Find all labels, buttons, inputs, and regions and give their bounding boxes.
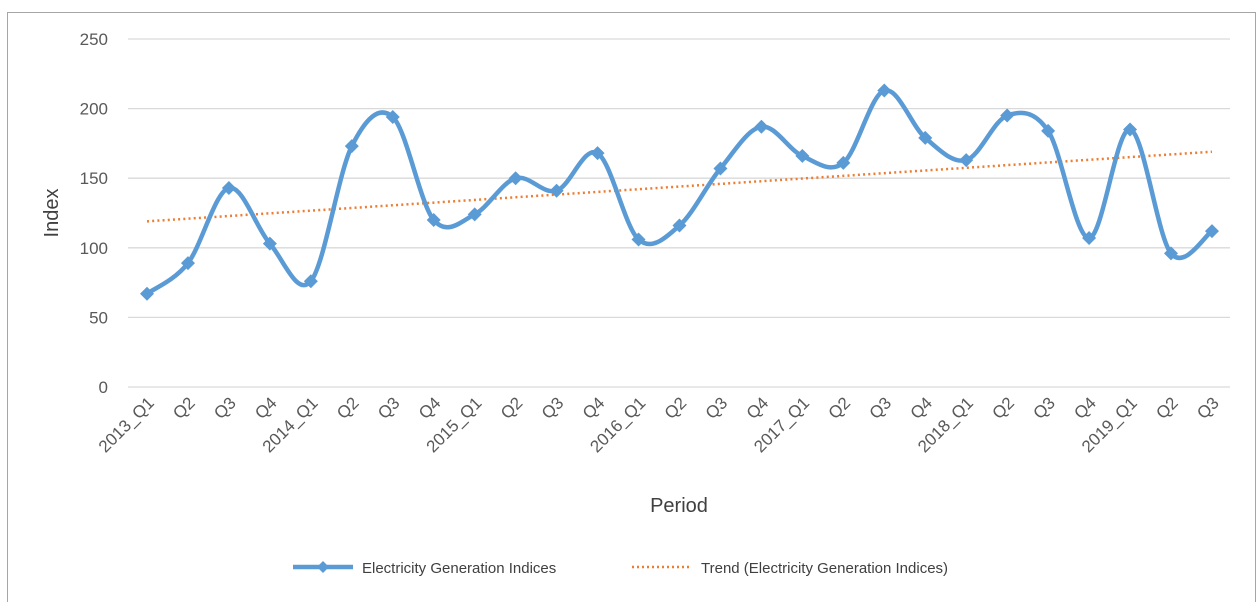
x-tick-label: Q2 [989,393,1018,422]
x-tick-label: Q3 [1193,393,1222,422]
x-tick-label: Q2 [497,393,526,422]
legend-item-trend: Trend (Electricity Generation Indices) [632,560,948,577]
data-point-marker [877,83,892,98]
legend-series-marker [317,561,329,573]
data-point-marker [1041,123,1056,138]
x-tick-label: Q4 [251,393,280,422]
legend-trend-label: Trend (Electricity Generation Indices) [701,560,948,577]
data-point-marker [549,183,564,198]
x-tick-label: Q2 [169,393,198,422]
data-point-marker [1000,108,1015,123]
chart-frame [7,12,1256,602]
x-tick-label: Q2 [1152,393,1181,422]
data-point-marker [713,161,728,176]
y-axis-ticks: 0 50 100 150 200 250 [80,30,108,397]
x-tick-label: Q3 [210,393,239,422]
gridlines [128,38,1230,388]
data-point-marker [180,256,195,271]
x-tick-label: Q2 [661,393,690,422]
x-tick-label: Q3 [538,393,567,422]
data-point-marker [221,180,236,195]
series-line [145,88,1214,296]
legend-item-series: Electricity Generation Indices [293,560,556,577]
data-point-marker [344,139,359,154]
data-point-marker [1204,224,1219,239]
data-point-marker [385,109,400,124]
y-tick-label: 200 [80,100,108,119]
x-tick-label: Q3 [374,393,403,422]
data-point-marker [918,130,933,145]
data-point-marker [631,232,646,247]
data-point-marker [467,207,482,222]
x-tick-label: Q3 [702,393,731,422]
data-point-marker [262,236,277,251]
data-point-marker [754,119,769,134]
series-layer [140,83,1219,301]
data-point-marker [508,171,523,186]
data-point-marker [1164,246,1178,261]
data-point-marker [426,212,441,227]
data-point-marker [959,153,974,168]
x-tick-label: Q4 [579,393,608,422]
y-axis-title: Index [41,189,63,238]
trend-line [146,150,1213,223]
y-tick-label: 0 [99,378,108,397]
x-tick-label: Q4 [1070,393,1099,422]
x-tick-label: Q3 [1029,393,1058,422]
x-tick-label: Q2 [333,393,362,422]
x-tick-label: Q2 [825,393,854,422]
x-axis-title: Period [650,495,708,517]
data-point-marker [836,155,851,170]
data-point-marker [1123,122,1138,137]
x-tick-label: 2013_Q1 [95,393,158,456]
data-point-marker [1082,231,1097,246]
data-point-marker [303,274,318,289]
x-tick-label: Q4 [743,393,772,422]
y-tick-label: 150 [80,169,108,188]
x-tick-label: Q3 [866,393,895,422]
y-tick-label: 250 [80,30,108,49]
x-tick-label: Q4 [415,393,444,422]
y-tick-label: 50 [89,308,108,327]
legend-series-label: Electricity Generation Indices [362,560,556,577]
x-tick-label: Q4 [907,393,936,422]
legend: Electricity Generation Indices Trend (El… [293,560,948,577]
y-tick-label: 100 [80,239,108,258]
data-point-marker [590,146,605,161]
data-point-marker [140,286,154,301]
data-point-marker [672,218,687,233]
data-point-marker [795,148,810,163]
